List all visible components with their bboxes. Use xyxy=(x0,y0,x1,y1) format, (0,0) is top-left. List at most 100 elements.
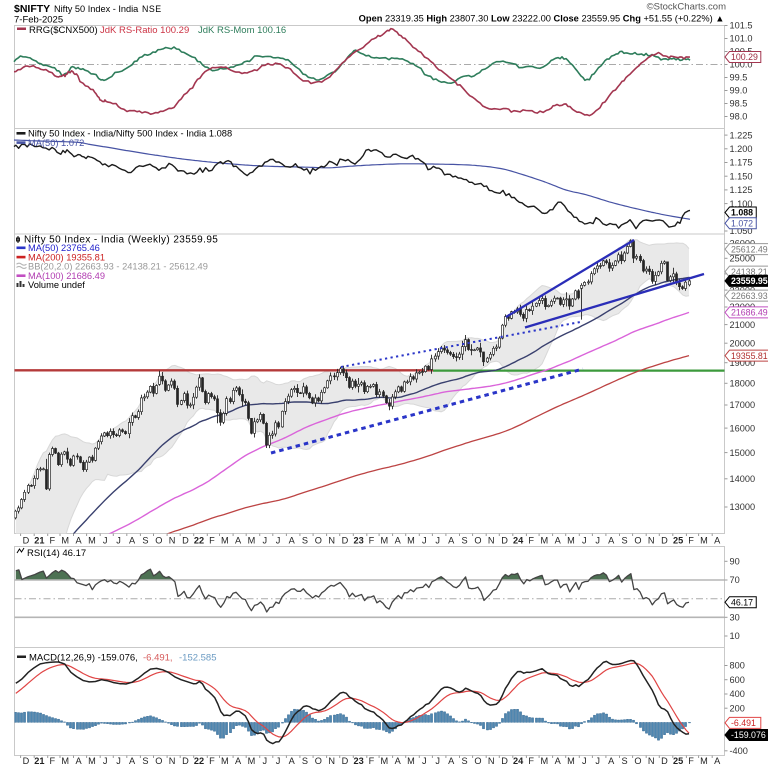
svg-text:25000: 25000 xyxy=(730,254,756,264)
svg-text:A: A xyxy=(608,756,615,766)
svg-text:17000: 17000 xyxy=(730,400,756,410)
svg-text:Nifty 50 Index - India/Nifty 5: Nifty 50 Index - India/Nifty 500 Index -… xyxy=(28,129,232,139)
svg-text:1.200: 1.200 xyxy=(730,144,753,154)
svg-text:D: D xyxy=(23,756,30,766)
svg-text:M: M xyxy=(540,756,548,766)
svg-text:S: S xyxy=(142,536,148,546)
svg-text:M: M xyxy=(567,536,575,546)
svg-text:A: A xyxy=(555,756,562,766)
svg-text:98.0: 98.0 xyxy=(730,112,748,122)
svg-text:30: 30 xyxy=(730,613,740,623)
svg-text:1.225: 1.225 xyxy=(730,130,753,140)
svg-text:99.0: 99.0 xyxy=(730,86,748,96)
svg-text:JdK RS-Ratio 100.29: JdK RS-Ratio 100.29 xyxy=(100,25,189,36)
svg-text:24: 24 xyxy=(513,756,524,766)
svg-text:21000: 21000 xyxy=(730,320,756,330)
svg-text:O: O xyxy=(155,756,162,766)
svg-text:S: S xyxy=(302,536,308,546)
svg-text:N: N xyxy=(328,536,335,546)
svg-text:JdK RS-Mom 100.16: JdK RS-Mom 100.16 xyxy=(198,25,286,36)
svg-text:J: J xyxy=(276,756,281,766)
svg-text:BB(20,2.0) 22663.93 - 24138.21: BB(20,2.0) 22663.93 - 24138.21 - 25612.4… xyxy=(28,262,208,272)
svg-text:RRG($CNX500): RRG($CNX500) xyxy=(29,25,98,36)
svg-text:O: O xyxy=(474,756,481,766)
svg-text:22: 22 xyxy=(194,536,204,546)
svg-text:F: F xyxy=(49,536,55,546)
svg-text:M: M xyxy=(248,536,256,546)
svg-text:A: A xyxy=(608,536,615,546)
svg-text:98.5: 98.5 xyxy=(730,99,748,109)
svg-text:Nifty 50 Index - India (Weekly: Nifty 50 Index - India (Weekly) 23559.95 xyxy=(24,235,218,246)
svg-text:A: A xyxy=(129,756,136,766)
svg-text:1.072: 1.072 xyxy=(731,219,753,229)
svg-text:D: D xyxy=(23,536,30,546)
svg-text:N: N xyxy=(328,756,335,766)
svg-text:A: A xyxy=(555,536,562,546)
svg-text:24138.21: 24138.21 xyxy=(731,267,768,277)
svg-text:MA(50) 23765.46: MA(50) 23765.46 xyxy=(28,243,100,253)
svg-text:D: D xyxy=(182,756,189,766)
svg-text:-400: -400 xyxy=(730,746,748,756)
svg-text:19000: 19000 xyxy=(730,358,756,368)
svg-text:23559.95: 23559.95 xyxy=(731,276,768,286)
svg-text:J: J xyxy=(435,536,440,546)
svg-text:S: S xyxy=(142,756,148,766)
svg-text:M: M xyxy=(700,536,708,546)
svg-text:A: A xyxy=(395,756,402,766)
svg-text:101.0: 101.0 xyxy=(730,34,753,44)
svg-text:M: M xyxy=(380,756,388,766)
svg-text:J: J xyxy=(116,756,121,766)
svg-text:25612.49: 25612.49 xyxy=(731,244,768,254)
svg-text:M: M xyxy=(700,756,708,766)
svg-text:14000: 14000 xyxy=(730,474,756,484)
svg-text:J: J xyxy=(422,756,427,766)
svg-text:16000: 16000 xyxy=(730,423,756,433)
svg-text:-159.076: -159.076 xyxy=(731,730,766,740)
svg-text:A: A xyxy=(235,536,242,546)
svg-text:J: J xyxy=(103,756,108,766)
svg-text:24: 24 xyxy=(513,536,524,546)
svg-text:M: M xyxy=(248,756,256,766)
svg-text:23: 23 xyxy=(353,536,363,546)
svg-text:M: M xyxy=(88,536,96,546)
svg-text:F: F xyxy=(49,756,55,766)
svg-text:J: J xyxy=(435,756,440,766)
svg-text:90: 90 xyxy=(730,557,740,567)
svg-text:25: 25 xyxy=(673,536,683,546)
svg-text:J: J xyxy=(582,536,587,546)
svg-text:A: A xyxy=(289,756,296,766)
svg-text:J: J xyxy=(595,536,600,546)
svg-text:O: O xyxy=(315,756,322,766)
svg-text:S: S xyxy=(462,536,468,546)
svg-text:©StockCharts.com: ©StockCharts.com xyxy=(647,2,726,13)
svg-text:M: M xyxy=(221,536,229,546)
svg-text:F: F xyxy=(209,536,215,546)
svg-text:O: O xyxy=(634,536,641,546)
svg-text:D: D xyxy=(342,536,349,546)
svg-text:M: M xyxy=(407,756,415,766)
svg-text:600: 600 xyxy=(730,675,745,685)
svg-text:S: S xyxy=(622,756,628,766)
svg-text:400: 400 xyxy=(730,689,745,699)
svg-text:21: 21 xyxy=(34,536,44,546)
svg-text:F: F xyxy=(528,756,534,766)
svg-text:F: F xyxy=(688,756,694,766)
svg-text:A: A xyxy=(714,756,721,766)
svg-text:100.29: 100.29 xyxy=(731,52,758,62)
svg-text:A: A xyxy=(714,536,721,546)
svg-text:1.100: 1.100 xyxy=(730,199,753,209)
svg-text:D: D xyxy=(182,536,189,546)
svg-text:22663.93: 22663.93 xyxy=(731,291,768,301)
svg-text:20000: 20000 xyxy=(730,338,756,348)
svg-text:100.0: 100.0 xyxy=(730,60,753,70)
svg-text:A: A xyxy=(448,536,455,546)
svg-text:1.125: 1.125 xyxy=(730,185,753,195)
svg-text:70: 70 xyxy=(730,575,740,585)
svg-text:J: J xyxy=(276,536,281,546)
svg-text:A: A xyxy=(76,536,83,546)
svg-text:D: D xyxy=(501,756,508,766)
svg-text:M: M xyxy=(407,536,415,546)
svg-text:J: J xyxy=(103,536,108,546)
svg-text:J: J xyxy=(263,536,268,546)
svg-text:25: 25 xyxy=(673,756,683,766)
